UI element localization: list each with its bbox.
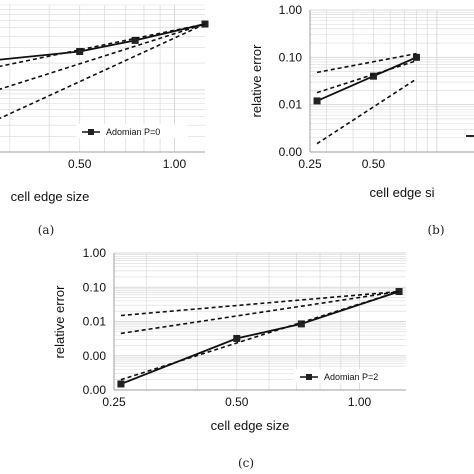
legend: Adomian P=2 [294,369,406,383]
y-tick-label: 0.10 [279,50,303,64]
grid [0,4,205,153]
legend-background [294,369,406,383]
reference-slope-line [120,290,400,317]
data-point-marker [369,72,377,80]
y-tick-label: 1.00 [83,246,107,260]
panel-c: 0.25 0.50 1.00 1.00 0.10 0.01 0.00 0.00 cell edg… [52,246,406,470]
legend: Adomian P=0 [76,124,188,138]
grid [114,252,406,391]
data-point-marker [313,97,321,105]
y-tick-label: 0.01 [83,315,107,329]
panel-caption: (a) [38,223,55,237]
x-axis-label: cell edge si [369,185,434,200]
y-tick-label: 0.00 [83,383,107,397]
y-tick-label: 1.00 [279,3,303,17]
x-axis-label: cell edge size [211,418,290,433]
y-tick-label: 0.00 [279,145,303,159]
legend-label: Adomian P=2 [324,372,378,382]
error-series-line [0,23,206,61]
y-tick-label: 0.10 [83,280,107,294]
y-tick-label: 0.00 [83,349,107,363]
x-tick-label: 0.25 [102,395,126,409]
y-axis-label: relative error [52,285,67,359]
data-point-marker [412,53,420,61]
x-tick-label: 0.50 [362,157,386,171]
x-tick-label: 0.50 [68,157,92,171]
reference-slope-line [120,290,400,335]
y-axis-label: relative error [249,44,264,118]
panel-a: 0.50 1.00 cell edge size Adomian P=0 (a) [0,4,209,237]
legend-marker [306,374,312,380]
data-point-marker [117,380,125,388]
data-point-marker [131,36,139,44]
reference-slope-line [0,23,206,68]
legend-label: Adomian P=0 [106,127,160,137]
x-tick-label: 1.00 [348,395,372,409]
legend-background [76,124,188,138]
panel-caption: (c) [238,456,254,470]
data-point-marker [76,47,84,55]
error-series-line [316,56,417,102]
x-tick-label: 0.50 [225,395,249,409]
data-point-marker [233,334,241,342]
panel-b: 0.25 0.50 1.00 0.10 0.01 0.00 cell edge si rela… [249,3,474,237]
reference-slope-line [0,23,206,120]
x-tick-label: 0.25 [298,157,322,171]
grid [310,9,474,153]
reference-slope-line [0,23,206,90]
legend-marker [88,129,94,135]
reference-slope-line [316,52,417,74]
x-tick-label: 1.00 [163,157,187,171]
data-point-marker [297,320,305,328]
reference-slope-line [316,78,417,145]
x-axis-label: cell edge size [11,189,90,204]
y-tick-label: 0.01 [279,98,303,112]
panel-caption: (b) [427,223,444,237]
reference-slope-line [316,59,417,94]
reference-slope-line [120,290,400,381]
